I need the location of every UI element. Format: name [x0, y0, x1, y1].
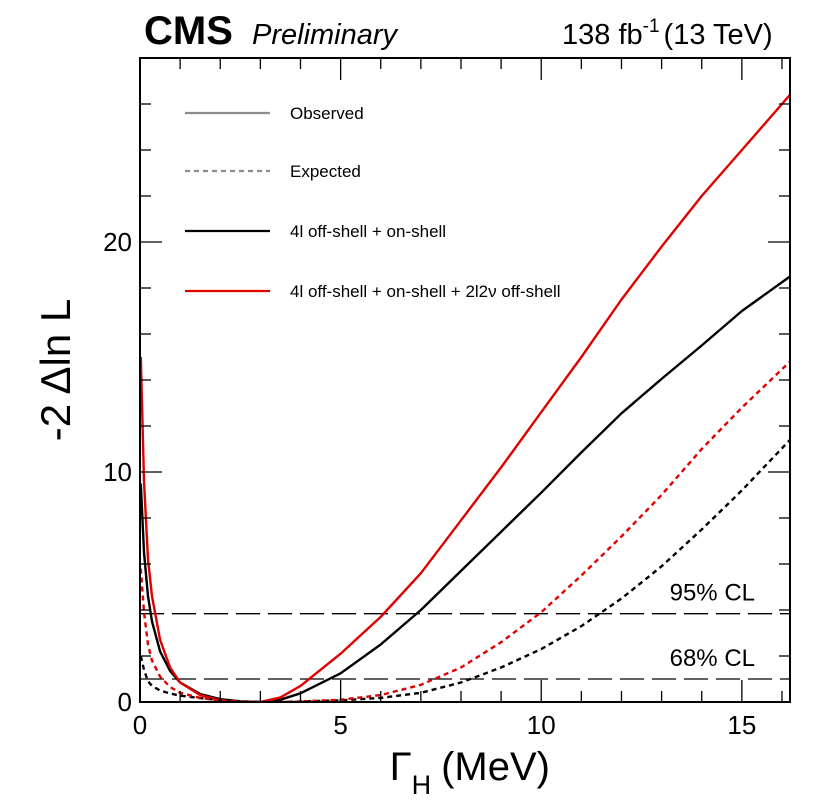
axis-ticks: 0 5 10 15 0 10 20: [103, 57, 790, 740]
series-line: [140, 360, 790, 702]
energy-label: (13 TeV): [664, 19, 773, 51]
plot-frame: [139, 57, 791, 703]
legend-label: Observed: [290, 104, 364, 123]
x-tick-label: 0: [133, 710, 147, 740]
x-axis-subscript: H: [412, 770, 432, 800]
y-tick-label: 20: [103, 227, 132, 257]
x-axis-symbol: Γ: [390, 745, 412, 789]
y-axis-title: -2 Δln L: [32, 299, 79, 441]
legend-label: Expected: [290, 162, 361, 181]
series-line: [140, 275, 790, 702]
y-tick-label: 10: [103, 457, 132, 487]
legend-label: 4l off-shell + on-shell + 2l2ν off-shell: [290, 282, 561, 301]
cl-label: 68% CL: [670, 645, 755, 672]
cl-label: 95% CL: [670, 580, 755, 607]
preliminary-label: Preliminary: [252, 19, 399, 51]
legend-label: 4l off-shell + on-shell: [290, 222, 446, 241]
x-axis-unit: (MeV): [441, 745, 550, 789]
x-tick-label: 10: [527, 710, 556, 740]
x-tick-label: 5: [333, 710, 347, 740]
cms-label: CMS: [144, 9, 233, 53]
likelihood-curves: [140, 94, 790, 702]
y-tick-label: 0: [118, 687, 132, 717]
lumi-exponent: -1: [643, 16, 660, 37]
x-axis-title: ΓH (MeV): [390, 745, 550, 800]
series-line: [140, 94, 790, 702]
x-tick-label: 15: [727, 710, 756, 740]
lumi-value: 138 fb: [562, 19, 643, 51]
reference-lines: 95% CL 68% CL: [140, 580, 790, 680]
lumi-label: 138 fb-1 (13 TeV): [562, 16, 773, 51]
legend: Observed Expected 4l off-shell + on-shell 4…: [185, 104, 561, 301]
